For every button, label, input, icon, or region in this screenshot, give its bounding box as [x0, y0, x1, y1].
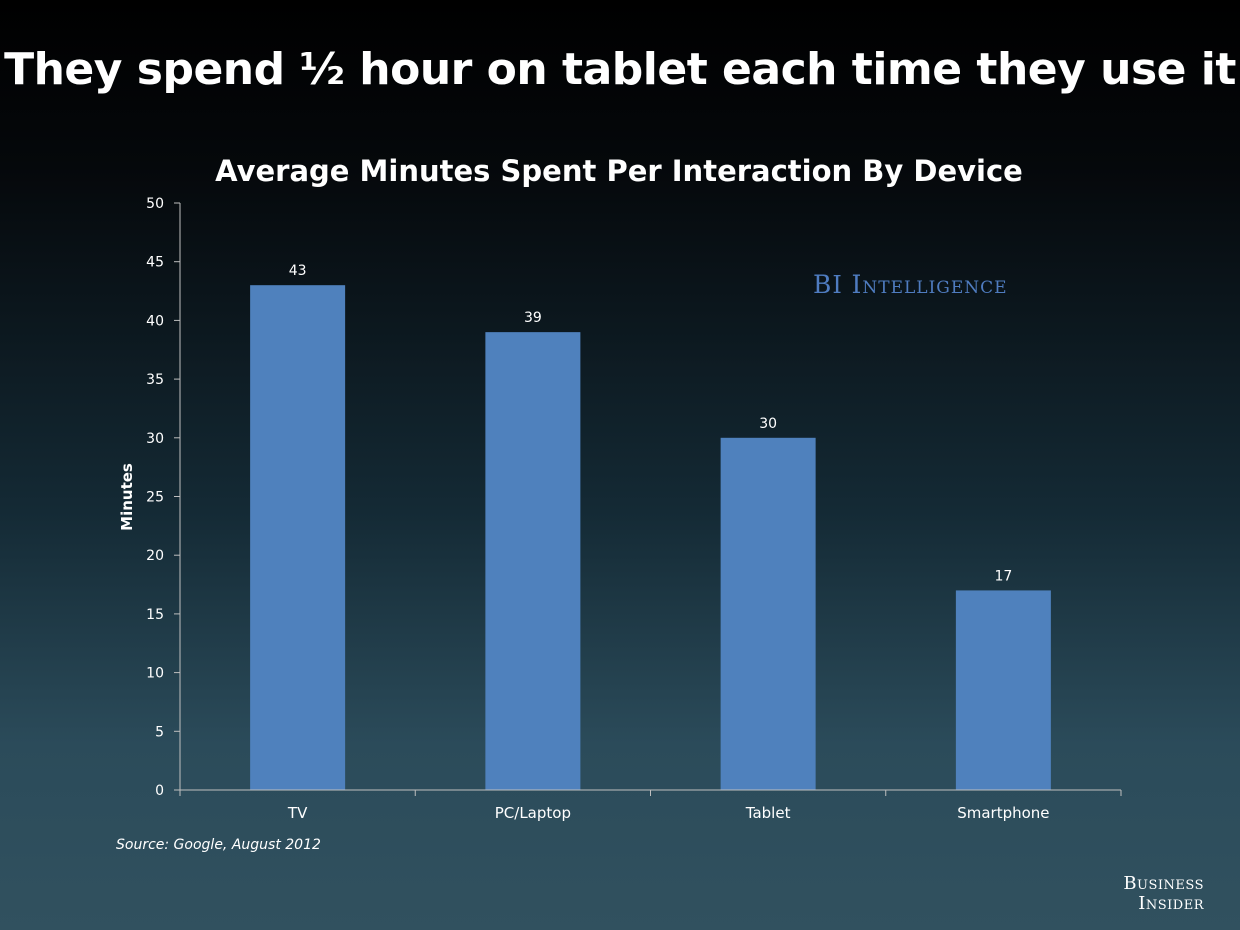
y-tick-label: 20 — [146, 548, 164, 564]
y-tick-label: 5 — [155, 724, 164, 740]
business-insider-logo: Business Insider — [1094, 874, 1204, 914]
y-tick-label: 50 — [146, 196, 164, 212]
y-axis-label: Minutes — [118, 463, 136, 531]
x-category-label: TV — [287, 804, 308, 822]
data-label: 30 — [759, 416, 777, 432]
y-tick-label: 10 — [146, 666, 164, 682]
data-label: 43 — [289, 263, 307, 279]
y-tick-label: 0 — [155, 783, 164, 799]
x-axis: TV PC/Laptop Tablet Smartphone — [179, 789, 1122, 822]
data-label: 39 — [524, 310, 542, 326]
brand-line-2: Insider — [1138, 893, 1204, 914]
data-label: 17 — [994, 568, 1012, 584]
y-tick-label: 30 — [146, 431, 164, 447]
y-tick-label: 25 — [146, 490, 164, 506]
x-category-label: Tablet — [745, 804, 791, 822]
bi-intelligence-watermark: BI Intelligence — [813, 270, 1008, 299]
x-category-label: Smartphone — [957, 804, 1049, 822]
x-category-label: PC/Laptop — [495, 804, 571, 822]
chart-title: Average Minutes Spent Per Interaction By… — [215, 154, 1023, 188]
y-tick-label: 15 — [146, 607, 164, 623]
bars-group: 43 39 30 17 — [250, 263, 1051, 790]
slide-title: They spend ½ hour on tablet each time th… — [4, 44, 1236, 95]
bar-pc-laptop — [485, 332, 581, 790]
source-note: Source: Google, August 2012 — [116, 837, 321, 853]
y-tick-label: 40 — [146, 313, 164, 329]
brand-line-1: Business — [1123, 873, 1204, 894]
y-tick-label: 35 — [146, 372, 164, 388]
bar-tv — [250, 285, 346, 790]
y-axis: 0 5 10 15 20 25 30 35 40 45 50 — [146, 196, 181, 799]
bar-smartphone — [955, 590, 1051, 790]
bar-tablet — [720, 437, 816, 790]
y-tick-label: 45 — [146, 255, 164, 271]
